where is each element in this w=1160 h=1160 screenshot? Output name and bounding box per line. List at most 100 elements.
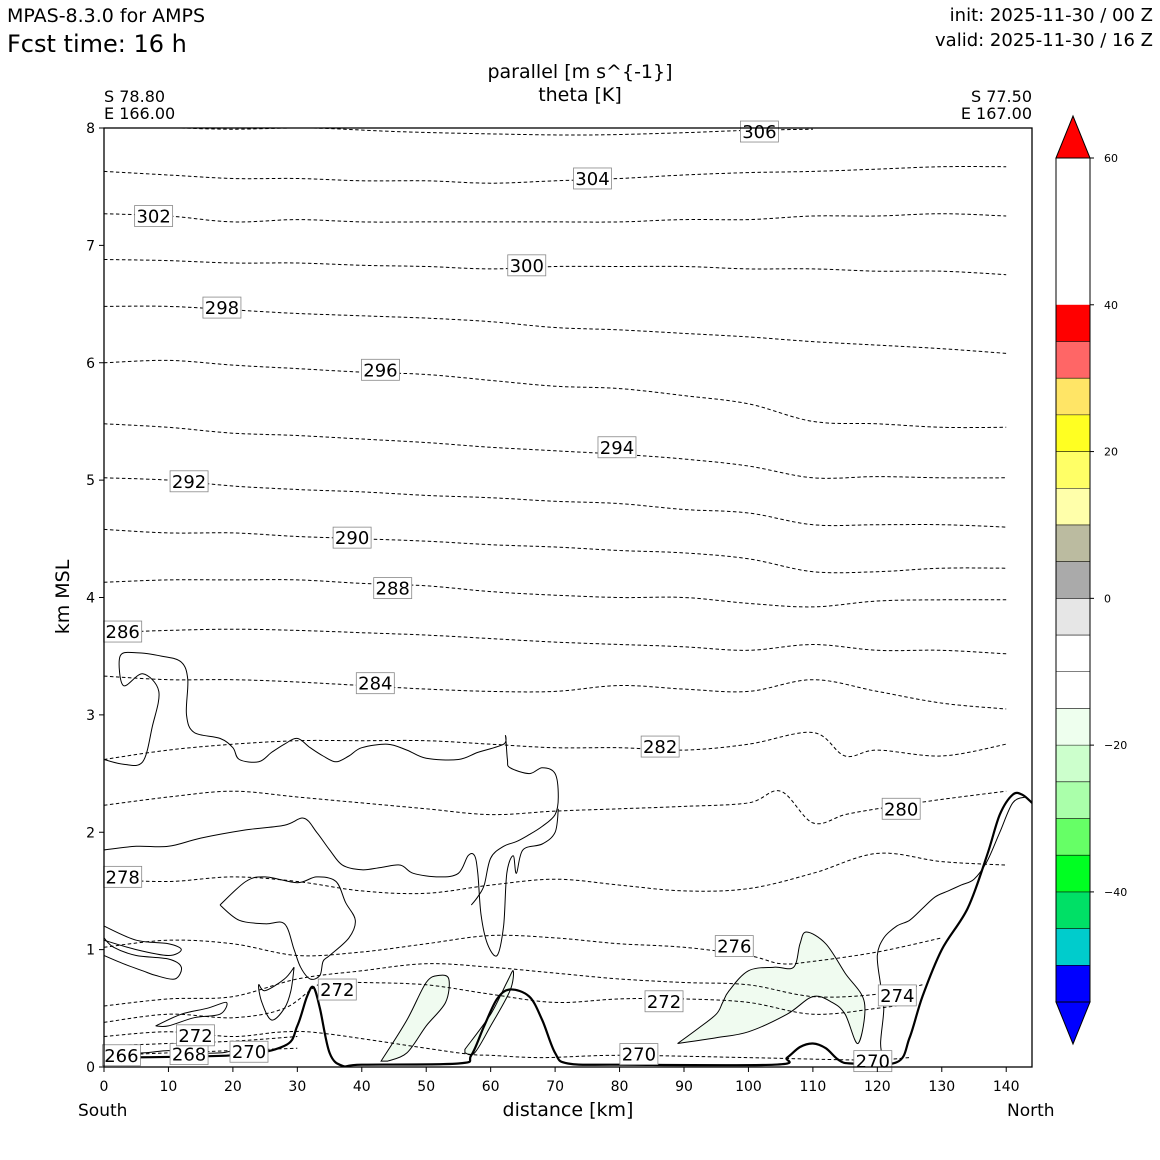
theta-line-292 <box>104 477 1007 528</box>
colorbar-under-arrow <box>1055 1001 1091 1046</box>
x-tick-label: 80 <box>611 1079 629 1095</box>
theta-label-304: 304 <box>575 169 609 190</box>
theta-line-272 <box>104 980 917 1023</box>
theta-label-box-22 <box>134 205 174 227</box>
theta-label-274: 274 <box>880 986 914 1007</box>
theta-line-280 <box>104 790 1007 825</box>
theta-line-306 <box>181 128 813 136</box>
theta-label-box-11 <box>881 797 921 820</box>
theta-line-298 <box>104 305 1007 354</box>
north-direction-label: North <box>1007 1101 1055 1121</box>
theta-label-box-17 <box>169 470 209 493</box>
x-tick-label: 70 <box>546 1079 564 1095</box>
theta-label-box-3 <box>176 1024 215 1047</box>
plot-frame <box>103 127 1033 1068</box>
x-tick-label: 40 <box>353 1079 371 1095</box>
x-tick-label: 20 <box>224 1079 242 1095</box>
theta-label-box-21 <box>507 254 547 277</box>
colorbar-segment <box>1056 488 1090 525</box>
theta-label-278: 278 <box>106 867 140 888</box>
wind-contour-2 <box>104 937 183 980</box>
terrain <box>104 791 1032 1067</box>
x-tick-label: 30 <box>288 1079 306 1095</box>
colorbar-tick-label: 0 <box>1104 592 1111 605</box>
theta-label-box-12 <box>640 735 680 758</box>
theta-label-box-16 <box>332 526 372 549</box>
theta-label-302: 302 <box>136 207 170 228</box>
colorbar-segment <box>1056 818 1090 856</box>
colorbar-segment <box>1056 891 1090 929</box>
theta-label-290: 290 <box>335 528 369 549</box>
theta-label-272: 272 <box>647 992 681 1013</box>
theta-label-300: 300 <box>510 256 544 277</box>
wind-contour-6 <box>155 1001 228 1028</box>
init-time: init: 2025-11-30 / 00 Z <box>949 5 1153 26</box>
theta-label-box-13 <box>355 672 395 695</box>
theta-line-274 <box>104 963 923 1007</box>
theta-label-270: 270 <box>622 1045 656 1066</box>
theta-line-286 <box>104 628 1007 655</box>
chart-title-line-2: theta [K] <box>538 84 622 106</box>
colorbar-segment <box>1056 965 1090 1002</box>
y-tick-label: 3 <box>86 708 95 724</box>
theta-line-284 <box>104 675 1007 710</box>
colorbar-segment <box>1056 304 1090 342</box>
wind-contour-1 <box>104 808 559 957</box>
theta-line-288 <box>104 579 1007 608</box>
y-tick-label: 1 <box>86 943 95 959</box>
theta-label-box-23 <box>573 167 612 190</box>
colorbar-tick-label: 60 <box>1104 152 1118 165</box>
theta-label-276: 276 <box>717 937 751 958</box>
colorbar-segment <box>1056 671 1090 709</box>
colorbar-segment <box>1056 855 1090 892</box>
negative-wind-region-0 <box>380 974 450 1062</box>
right-endpoint-lat: S 77.50 <box>970 87 1032 106</box>
theta-label-268: 268 <box>172 1045 206 1066</box>
y-tick-label: 4 <box>86 591 95 607</box>
theta-label-272: 272 <box>320 980 354 1001</box>
theta-label-box-2 <box>229 1040 269 1063</box>
negative-wind-region-2 <box>677 931 866 1045</box>
theta-label-box-6 <box>619 1043 659 1065</box>
theta-label-292: 292 <box>172 472 206 493</box>
y-tick-label: 0 <box>86 1060 95 1076</box>
theta-label-306: 306 <box>742 122 776 143</box>
theta-line-282 <box>104 731 1007 760</box>
theta-contour-labels: 266 268 270 272 272 272 270 270 274 276 278 280 282 2… <box>102 120 921 1073</box>
colorbar-segment <box>1056 341 1090 379</box>
right-endpoint-lon: E 167.00 <box>960 104 1032 123</box>
theta-label-294: 294 <box>600 438 634 459</box>
theta-label-298: 298 <box>205 298 239 319</box>
terrain-line <box>104 791 1032 1067</box>
theta-label-box-5 <box>644 990 684 1013</box>
x-tick-label: 10 <box>160 1079 178 1095</box>
colorbar-segment <box>1056 708 1090 746</box>
colorbar-segment <box>1056 928 1090 966</box>
x-tick-label: 140 <box>993 1079 1020 1095</box>
theta-label-box-4 <box>317 978 357 1001</box>
theta-line-290 <box>104 528 1007 574</box>
colorbar-frame <box>1055 157 1091 1003</box>
left-endpoint-lat: S 78.80 <box>104 87 166 106</box>
theta-label-270: 270 <box>856 1052 890 1073</box>
model-title: MPAS-8.3.0 for AMPS <box>7 5 206 27</box>
x-tick-label: 130 <box>928 1079 955 1095</box>
colorbar-segment <box>1056 635 1090 672</box>
colorbar-segment <box>1056 781 1090 819</box>
colorbar-segment <box>1056 451 1090 489</box>
y-tick-label: 5 <box>86 473 95 489</box>
theta-label-270: 270 <box>232 1042 266 1063</box>
theta-line-294 <box>104 423 1007 479</box>
plot-axes: 0 10 20 30 40 50 60 70 80 90 100 110 120 130 140 0 1 2 3 4 5… <box>86 121 1033 1095</box>
colorbar-segment <box>1056 414 1090 452</box>
x-tick-label: 110 <box>800 1079 827 1095</box>
theta-line-304 <box>104 166 1007 184</box>
theta-label-box-20 <box>202 296 242 319</box>
x-tick-label: 0 <box>100 1079 109 1095</box>
theta-label-266: 266 <box>104 1046 138 1067</box>
wind-contour-0 <box>104 651 559 906</box>
theta-line-276 <box>104 934 942 965</box>
x-axis-label: distance [km] <box>502 1099 634 1121</box>
theta-label-box-15 <box>373 577 413 600</box>
